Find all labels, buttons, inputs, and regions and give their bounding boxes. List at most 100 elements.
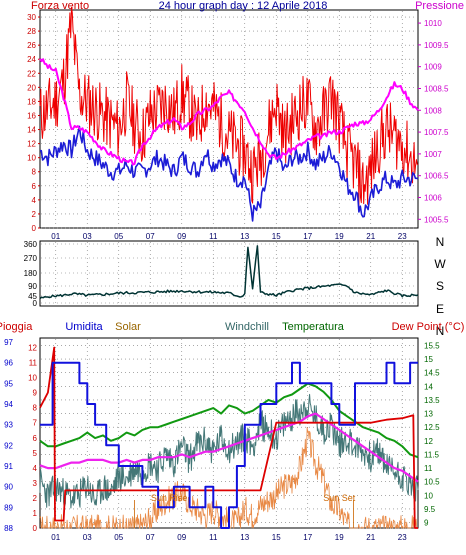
panel-3-x-tick-label: 01: [51, 533, 60, 542]
panel-3-rain-tick-label: 5: [33, 449, 38, 458]
panel-3-humidity-tick-label: 91: [4, 462, 13, 471]
panel-1-right-axis-label: Pressione: [415, 0, 464, 12]
panel-3-right-tick-label: 13.5: [424, 396, 440, 405]
pioggia-series: [39, 346, 418, 529]
panel-3-x-tick-label: 11: [209, 533, 218, 542]
panel-3-x-tick-label: 23: [398, 533, 407, 542]
panel-2-tick-label: 180: [24, 269, 38, 278]
panel-3-rain-tick-label: 11: [29, 359, 38, 368]
panel-1-left-tick-label: 24: [27, 55, 36, 64]
panel-3-x-tick-label: 17: [303, 533, 312, 542]
panel-3-right-tick-label: 11: [424, 464, 433, 473]
panel-2-tick-label: 0: [33, 299, 38, 308]
panel-3-humidity-tick-label: 92: [4, 441, 13, 450]
panel-3-humidity-tick-label: 94: [4, 400, 13, 409]
sun-rise-annotation: Sun Rise: [151, 493, 188, 503]
panel-3-right-tick-label: 12.5: [424, 423, 440, 432]
panel-3-rain-tick-label: 1: [33, 509, 38, 518]
wind-speed-series: [39, 125, 419, 222]
panel-3-x-tick-label: 15: [272, 533, 281, 542]
legend-item: Temperatura: [282, 321, 345, 333]
panel-1-left-tick-label: 0: [32, 224, 37, 233]
panel-3-rain-tick-label: 7: [33, 419, 38, 428]
panel-1-x-tick-label: 03: [83, 232, 92, 241]
panel-1-right-tick-label: 1007: [424, 150, 442, 159]
legend-item: Pioggia: [0, 321, 33, 333]
panel-3-humidity-tick-label: 97: [4, 338, 13, 347]
panel-1-x-tick-label: 15: [272, 232, 281, 241]
legend-item: Solar: [115, 321, 141, 333]
panel-2-tick-label: 90: [28, 282, 37, 291]
panel-1-right-tick-label: 1008.5: [424, 84, 449, 93]
chart-title: 24 hour graph day : 12 Aprile 2018: [159, 0, 328, 12]
panel-3-rain-tick-label: 2: [33, 494, 38, 503]
panel-3-right-tick-label: 14.5: [424, 369, 440, 378]
panel-3-x-tick-label: 07: [146, 533, 155, 542]
umidita-series: [40, 361, 418, 529]
panel-3-right-tick-label: 14: [424, 382, 433, 391]
compass-label: S: [436, 279, 444, 293]
panel-3-right-tick-label: 9: [424, 519, 429, 528]
legend-item: Windchill: [225, 321, 269, 333]
panel-3-x-tick-label: 09: [177, 533, 186, 542]
panel-3-right-tick-label: 15: [424, 355, 433, 364]
panel-1-left-tick-label: 30: [27, 13, 36, 22]
panel-1-x-tick-label: 01: [51, 232, 60, 241]
panel-1-left-tick-label: 10: [27, 154, 36, 163]
panel-3-rain-tick-label: 9: [33, 389, 38, 398]
panel-1-left-tick-label: 20: [27, 83, 36, 92]
compass-label: N: [436, 235, 445, 249]
panel-1-x-tick-label: 23: [398, 232, 407, 241]
panel-3-rain-tick-label: 4: [33, 464, 38, 473]
compass-label: E: [436, 302, 444, 316]
panel-3-rain-tick-label: 12: [28, 344, 37, 353]
panel-3-right-tick-label: 13: [424, 410, 433, 419]
panel-1-left-tick-label: 16: [27, 111, 36, 120]
panel-1-right-tick-label: 1005.5: [424, 215, 449, 224]
panel-1-left-tick-label: 4: [32, 196, 37, 205]
sun-set-annotation: Sun Set: [323, 493, 356, 503]
panel-1-grid-x: [55, 11, 403, 227]
windchill-series: [39, 393, 419, 509]
panel-1-x-tick-label: 09: [177, 232, 186, 241]
panel-3-rain-tick-label: 6: [33, 434, 38, 443]
panel-2-tick-label: 45: [28, 292, 37, 301]
panel-3-x-tick-label: 03: [83, 533, 92, 542]
panel-3-x-tick-label: 13: [240, 533, 249, 542]
panel-3-humidity-tick-label: 90: [4, 483, 13, 492]
panel-1-left-tick-label: 8: [32, 168, 37, 177]
compass-label: N: [436, 324, 445, 338]
panel-3-right-tick-label: 12: [424, 437, 433, 446]
panel-1-right-tick-label: 1008: [424, 106, 442, 115]
panel-1-x-tick-label: 19: [335, 232, 344, 241]
panel-1-right-tick-label: 1009: [424, 63, 442, 72]
legend-item: Umidita: [65, 321, 103, 333]
dew-point-series: [39, 412, 419, 483]
pressure-series: [39, 58, 419, 166]
panel-3-right-tick-label: 15.5: [424, 341, 440, 350]
panel-1-left-tick-label: 14: [27, 126, 36, 135]
panel-3-right-tick-label: 10.5: [424, 478, 440, 487]
panel-1-left-tick-label: 28: [27, 27, 36, 36]
panel-3-x-tick-label: 19: [335, 533, 344, 542]
panel-3-right-tick-label: 11.5: [424, 450, 440, 459]
panel-1-left-axis-label: Forza vento: [31, 0, 89, 12]
wind-direction-series: [39, 245, 419, 300]
panel-3-humidity-tick-label: 96: [4, 359, 13, 368]
panel-3-x-tick-label: 05: [114, 533, 123, 542]
panel-1-x-tick-label: 11: [209, 232, 218, 241]
panel-1-left-tick-label: 18: [27, 97, 36, 106]
panel-3-rain-tick-label: 10: [28, 374, 37, 383]
legend-item: Dew Point (°C): [392, 321, 465, 333]
panel-1-left-tick-label: 2: [32, 210, 37, 219]
panel-3-humidity-tick-label: 93: [4, 421, 13, 430]
panel-1-x-tick-label: 13: [240, 232, 249, 241]
panel-1-right-tick-label: 1007.5: [424, 128, 449, 137]
panel-3-rain-tick-label: 3: [33, 479, 38, 488]
panel-1-left-tick-label: 22: [27, 69, 36, 78]
panel-2-tick-label: 360: [24, 240, 38, 249]
panel-1-x-tick-label: 21: [366, 232, 375, 241]
panel-3-right-tick-label: 10: [424, 491, 433, 500]
panel-3-rain-tick-label: 8: [33, 404, 38, 413]
